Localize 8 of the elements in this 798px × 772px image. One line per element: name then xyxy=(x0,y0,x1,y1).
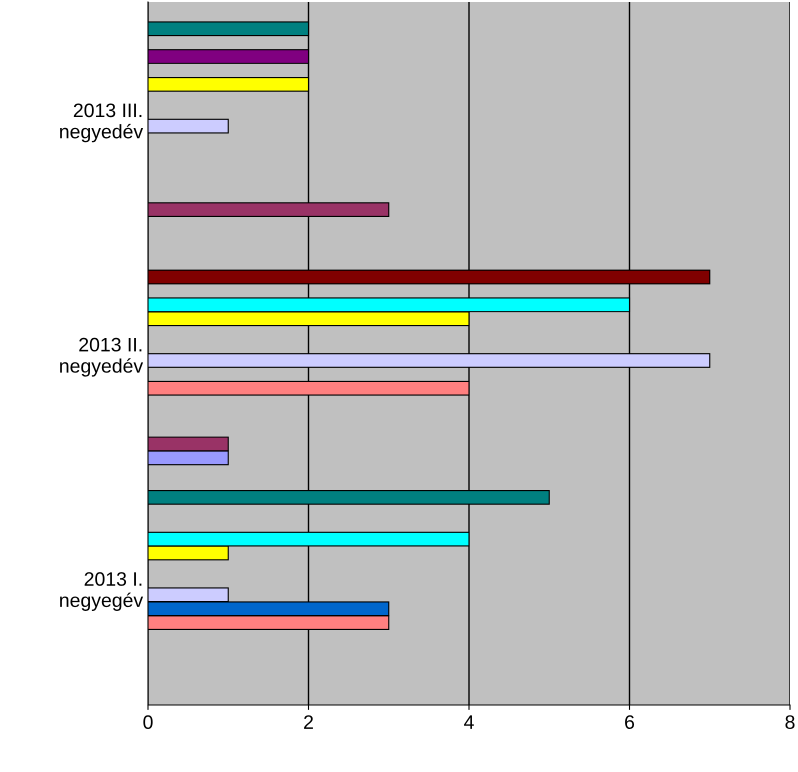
x-tick-label: 2 xyxy=(304,715,313,729)
x-tick-label: 4 xyxy=(464,715,474,729)
y-tick-label: 2013 I. negyegév xyxy=(60,572,144,611)
y-tick-label: 2013 III. negyedév xyxy=(60,103,144,142)
y-tick-label: 2013 II. negyedév xyxy=(60,338,144,377)
x-tick-label: 6 xyxy=(625,715,634,730)
x-tick-label: 0 xyxy=(143,715,153,730)
x-tick-label: 8 xyxy=(785,715,795,730)
